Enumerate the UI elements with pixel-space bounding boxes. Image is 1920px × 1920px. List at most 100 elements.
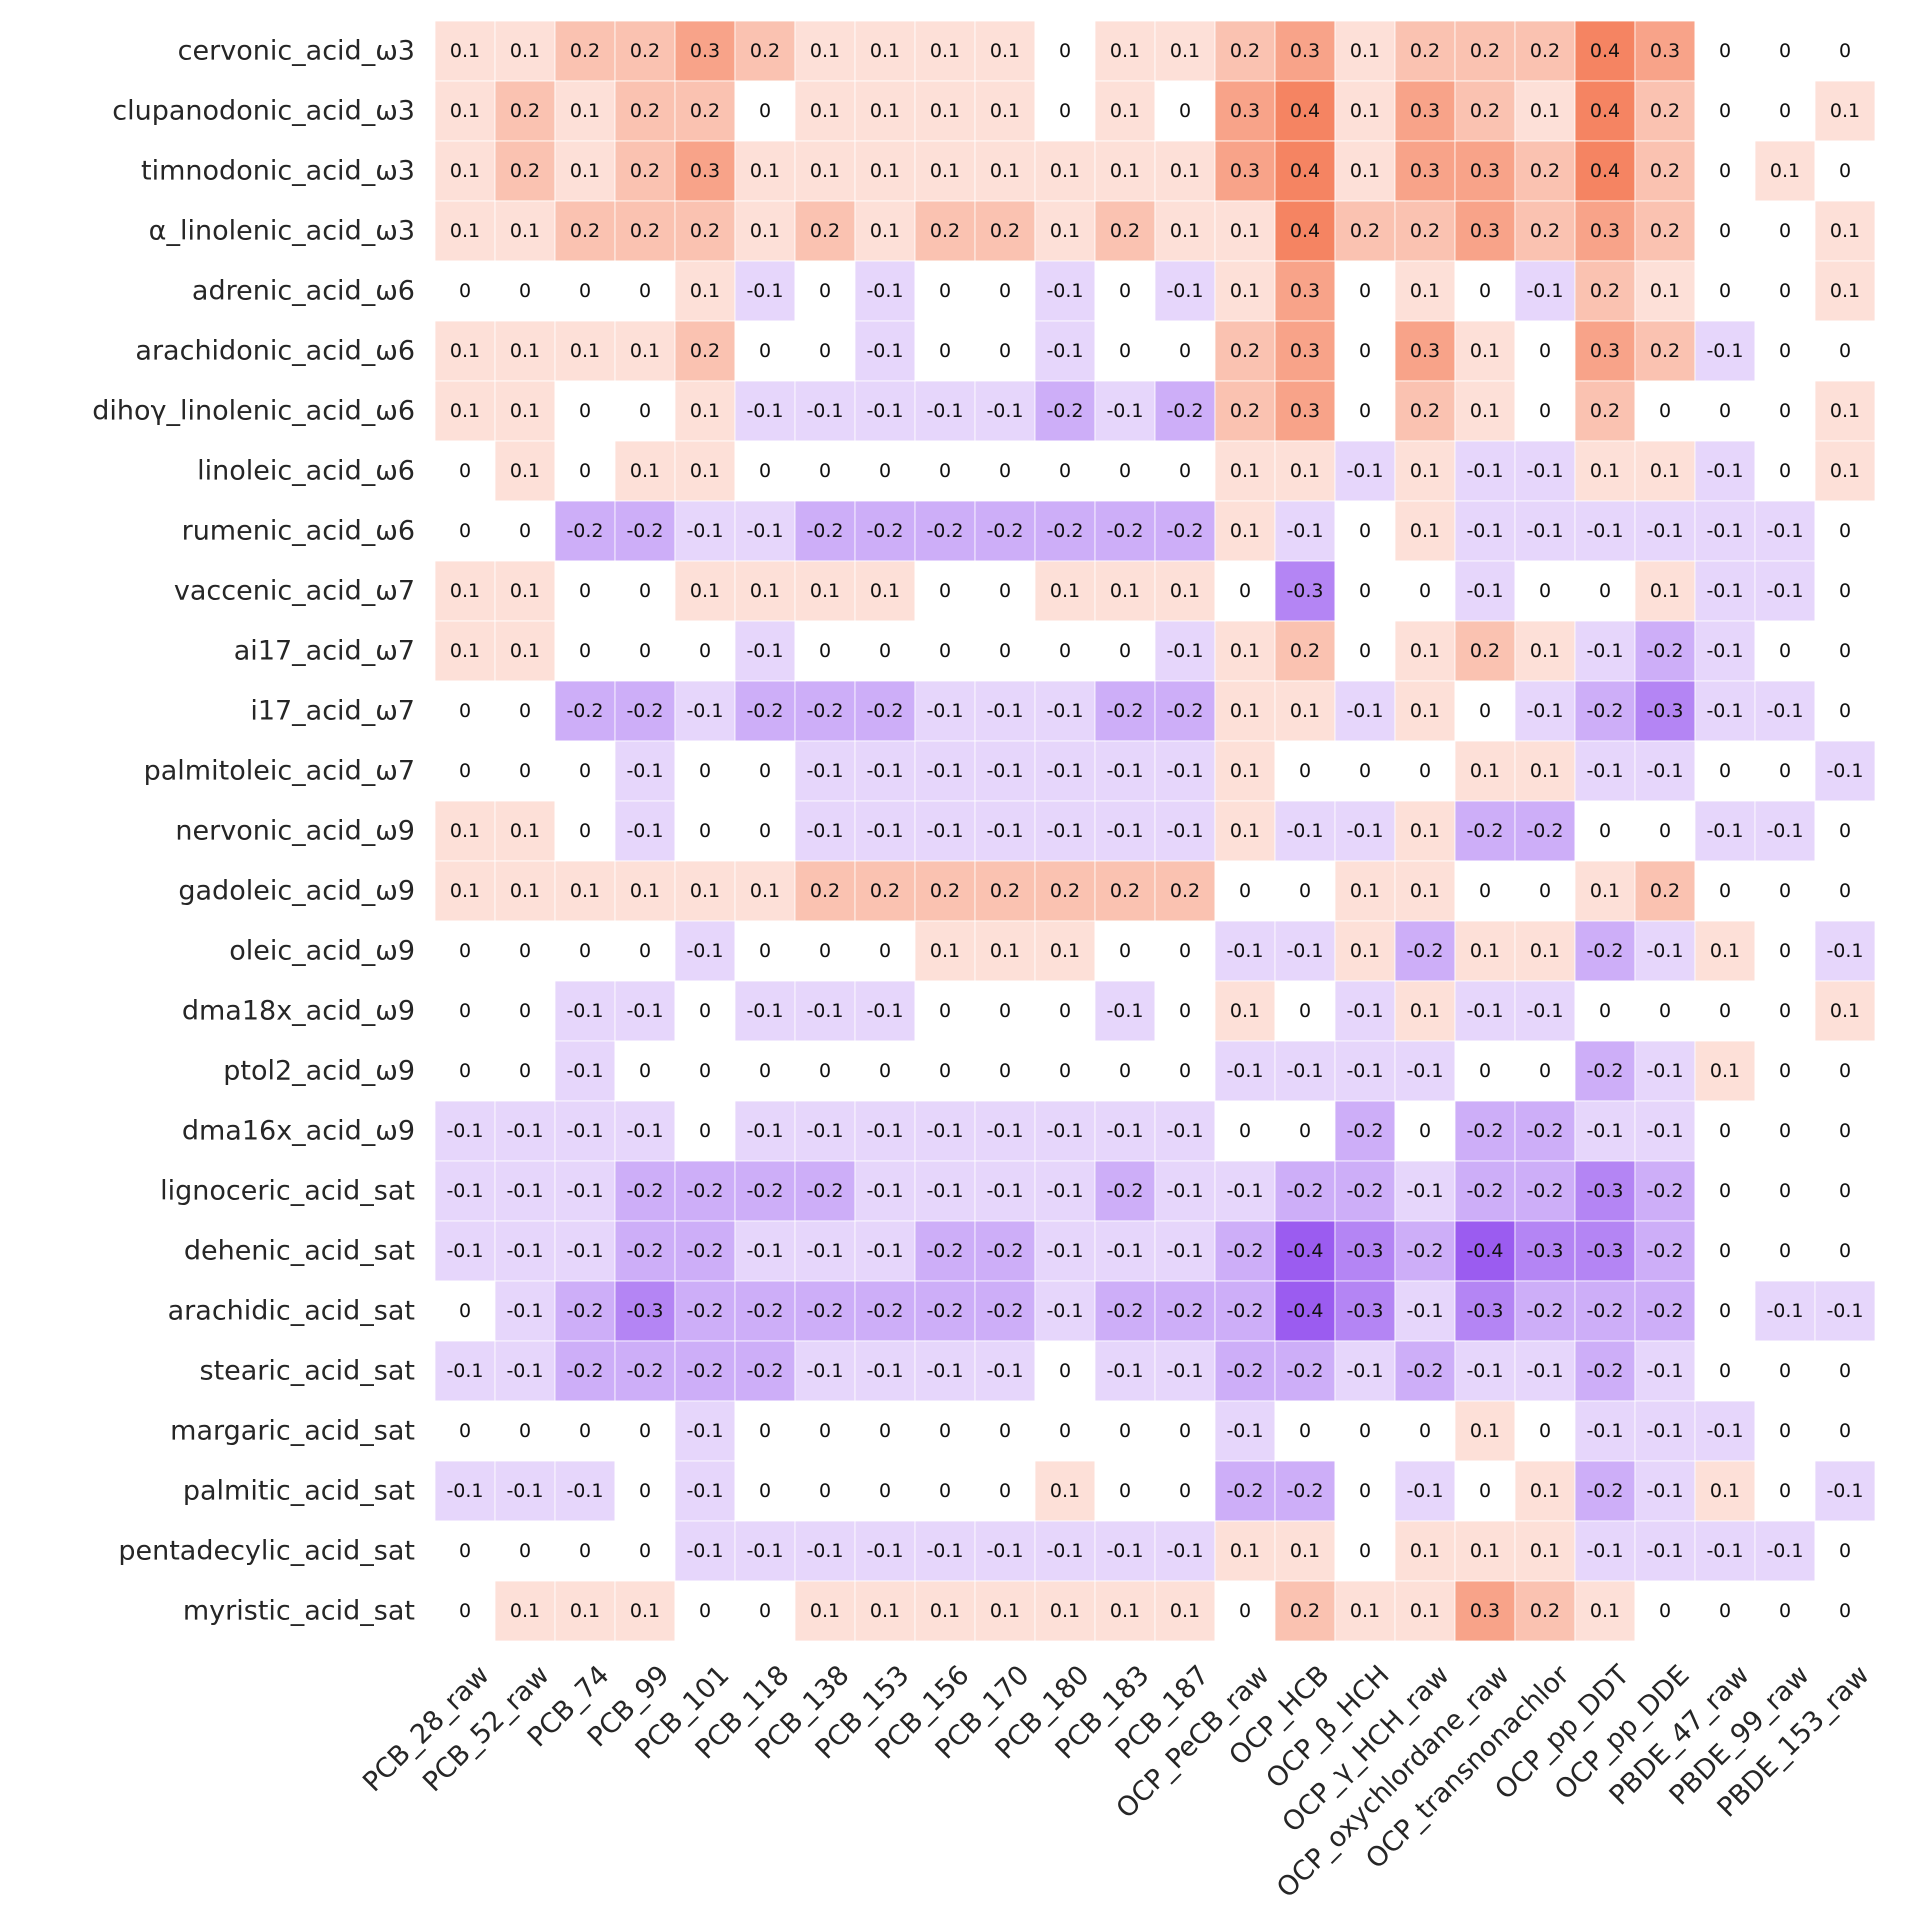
cell-value-label: -0.2 [746, 1300, 783, 1322]
row-tick-label: palmitoleic_acid_ω7 [144, 756, 415, 787]
cell-value-label: -0.2 [626, 700, 663, 722]
heatmap-cell [1034, 1460, 1096, 1522]
cell-value-label: 0.2 [1530, 1600, 1560, 1622]
cell-value-label: 0.2 [1110, 220, 1140, 242]
heatmap-cell [1334, 1340, 1396, 1402]
heatmap-cell [494, 320, 556, 382]
heatmap-cell [1694, 980, 1756, 1042]
heatmap-cell [494, 140, 556, 202]
cell-value-label: 0.1 [1230, 1000, 1260, 1022]
cell-value-label: -0.1 [1526, 1000, 1563, 1022]
cell-value-label: 0.2 [810, 220, 840, 242]
cell-value-label: 0.1 [1410, 460, 1440, 482]
heatmap-cell [1154, 1100, 1216, 1162]
cell-value-label: -0.2 [806, 1180, 843, 1202]
heatmap-cell [1034, 620, 1096, 682]
heatmap-cell [614, 20, 676, 82]
heatmap-cell [1694, 740, 1756, 802]
cell-value-label: -0.1 [1706, 1420, 1743, 1442]
cell-value-label: 0.4 [1590, 100, 1620, 122]
heatmap-cell [434, 1520, 496, 1582]
heatmap-cell [614, 680, 676, 742]
heatmap-cell [1574, 1220, 1636, 1282]
cell-value-label: 0.1 [1830, 220, 1860, 242]
heatmap-cell [1634, 740, 1696, 802]
cell-value-label: 0 [1719, 40, 1731, 62]
cell-value-label: 0 [1839, 340, 1851, 362]
heatmap-cell [1034, 1160, 1096, 1222]
cell-value-label: 0.1 [1830, 460, 1860, 482]
cell-value-label: 0.4 [1290, 220, 1320, 242]
cell-value-label: 0 [1359, 640, 1371, 662]
cell-value-label: 0 [1359, 580, 1371, 602]
cell-value-label: -0.1 [1406, 1180, 1443, 1202]
cell-value-label: 0 [579, 280, 591, 302]
cell-value-label: -0.1 [986, 700, 1023, 722]
cell-value-label: 0.2 [1590, 400, 1620, 422]
heatmap-cell [734, 440, 796, 502]
cell-value-label: 0 [639, 580, 651, 602]
cell-value-label: -0.1 [746, 1540, 783, 1562]
heatmap-cell [734, 1520, 796, 1582]
heatmap-cell [1094, 80, 1156, 142]
cell-value-label: -0.1 [1586, 1420, 1623, 1442]
cell-value-label: 0 [1119, 1480, 1131, 1502]
cell-value-label: -0.1 [866, 1180, 903, 1202]
cell-value-label: 0.2 [1290, 640, 1320, 662]
heatmap-cell [1514, 20, 1576, 82]
heatmap-cell [1694, 1100, 1756, 1162]
cell-value-label: 0 [519, 280, 531, 302]
cell-value-label: -0.1 [1646, 1060, 1683, 1082]
heatmap-cell [554, 1100, 616, 1162]
cell-value-label: 0.2 [990, 220, 1020, 242]
heatmap-cell [434, 560, 496, 622]
cell-value-label: 0.1 [1470, 1540, 1500, 1562]
heatmap-cell [614, 380, 676, 442]
cell-value-label: 0 [1059, 640, 1071, 662]
heatmap-cell [1274, 1280, 1336, 1342]
cell-value-label: -0.1 [806, 1360, 843, 1382]
heatmap-cell [554, 1280, 616, 1342]
cell-value-label: 0 [819, 460, 831, 482]
heatmap-cell [554, 1580, 616, 1642]
cell-value-label: 0.1 [1050, 1480, 1080, 1502]
cell-value-label: 0 [1839, 700, 1851, 722]
cell-value-label: 0 [579, 460, 591, 482]
cell-value-label: -0.1 [1706, 1540, 1743, 1562]
heatmap-cell [854, 1280, 916, 1342]
heatmap-cell [1154, 560, 1216, 622]
cell-value-label: -0.2 [926, 1300, 963, 1322]
cell-value-label: 0 [1179, 460, 1191, 482]
heatmap-cell [674, 200, 736, 262]
cell-value-label: -0.1 [1226, 940, 1263, 962]
heatmap-cell [854, 860, 916, 922]
cell-value-label: -0.1 [1526, 700, 1563, 722]
heatmap-cell [1394, 680, 1456, 742]
cell-value-label: 0 [1779, 1240, 1791, 1262]
heatmap-cell [434, 1460, 496, 1522]
cell-value-label: 0 [1419, 1120, 1431, 1142]
cell-value-label: -0.1 [866, 1540, 903, 1562]
cell-value-label: 0 [1179, 1420, 1191, 1442]
heatmap-cell [1334, 260, 1396, 322]
cell-value-label: -0.2 [1586, 1060, 1623, 1082]
heatmap-cell [1634, 680, 1696, 742]
cell-value-label: 0 [1539, 340, 1551, 362]
heatmap-cell [1154, 1160, 1216, 1222]
heatmap-cell [1694, 1520, 1756, 1582]
cell-value-label: 0.1 [630, 1600, 660, 1622]
heatmap-cell [1154, 1580, 1216, 1642]
heatmap-cell [1214, 1520, 1276, 1582]
cell-value-label: 0.1 [510, 880, 540, 902]
cell-value-label: 0.2 [1050, 880, 1080, 902]
cell-value-label: 0 [519, 700, 531, 722]
heatmap-cell [734, 1460, 796, 1522]
row-tick-label: oleic_acid_ω9 [229, 936, 415, 967]
heatmap-cell [1034, 920, 1096, 982]
cell-value-label: 0.2 [1470, 100, 1500, 122]
cell-value-label: 0.2 [1230, 340, 1260, 362]
heatmap-cell [614, 200, 676, 262]
heatmap-cell [1394, 980, 1456, 1042]
cell-value-label: 0.1 [1410, 880, 1440, 902]
heatmap-cell [734, 800, 796, 862]
